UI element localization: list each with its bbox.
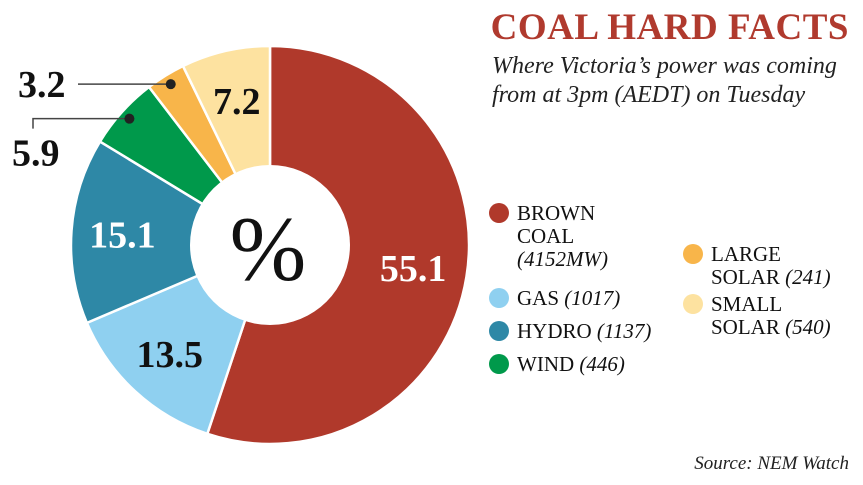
legend-item-small-solar: SMALL SOLAR (540)	[683, 293, 833, 339]
legend-item-brown-coal: BROWN COAL (4152MW)	[489, 202, 629, 271]
slice-hydro	[69, 139, 273, 325]
callout-line	[32, 117, 130, 129]
legend-item-gas: GAS (1017)	[489, 287, 669, 310]
legend-item-hydro: HYDRO (1137)	[489, 320, 669, 343]
slice-label-small-solar: 7.2	[213, 81, 261, 123]
legend-swatch-hydro	[489, 321, 509, 341]
slice-label-brown-coal: 55.1	[380, 248, 447, 290]
source-note: Source: NEM Watch	[694, 453, 849, 474]
slice-label-wind: 5.9	[12, 133, 60, 175]
callout-dot	[124, 113, 135, 124]
donut-hole	[190, 165, 350, 325]
callout-dot	[165, 79, 176, 90]
chart-subtitle: Where Victoria’s power was coming from a…	[492, 53, 837, 108]
legend-swatch-gas	[489, 288, 509, 308]
chart-title: COAL HARD FACTS	[490, 7, 849, 48]
legend-item-large-solar: LARGE SOLAR (241)	[683, 243, 833, 289]
slice-label-gas: 13.5	[136, 334, 203, 376]
legend-swatch-large-solar	[683, 244, 703, 264]
legend-swatch-small-solar	[683, 294, 703, 314]
slice-label-hydro: 15.1	[89, 214, 156, 256]
slice-label-large-solar: 3.2	[18, 64, 66, 106]
center-percent-label: %	[230, 198, 307, 300]
legend-swatch-brown-coal	[489, 203, 509, 223]
legend-item-wind: WIND (446)	[489, 353, 669, 376]
legend-swatch-wind	[489, 354, 509, 374]
